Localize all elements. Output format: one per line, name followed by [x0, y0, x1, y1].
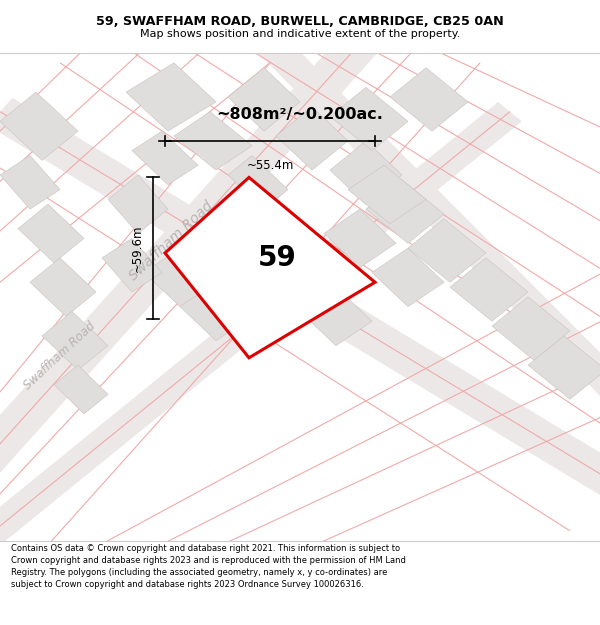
Polygon shape: [330, 141, 402, 204]
Text: ~59.6m: ~59.6m: [131, 224, 144, 272]
Polygon shape: [348, 165, 426, 224]
Polygon shape: [450, 258, 528, 321]
Polygon shape: [144, 248, 216, 307]
Text: 59: 59: [258, 244, 297, 272]
Polygon shape: [18, 204, 84, 262]
Text: 59, SWAFFHAM ROAD, BURWELL, CAMBRIDGE, CB25 0AN: 59, SWAFFHAM ROAD, BURWELL, CAMBRIDGE, C…: [96, 15, 504, 28]
Polygon shape: [372, 248, 444, 307]
Polygon shape: [126, 63, 216, 131]
Polygon shape: [257, 35, 600, 412]
Polygon shape: [528, 336, 600, 399]
Polygon shape: [0, 33, 377, 488]
Text: ~55.4m: ~55.4m: [247, 159, 293, 172]
Polygon shape: [390, 68, 468, 131]
Polygon shape: [228, 156, 288, 209]
Polygon shape: [54, 365, 108, 414]
Text: Swaffham Road: Swaffham Road: [127, 199, 215, 283]
Polygon shape: [324, 209, 396, 268]
Polygon shape: [102, 238, 162, 292]
Text: ~808m²/~0.200ac.: ~808m²/~0.200ac.: [217, 106, 383, 121]
Text: Map shows position and indicative extent of the property.: Map shows position and indicative extent…: [140, 29, 460, 39]
Polygon shape: [0, 102, 522, 560]
Polygon shape: [108, 175, 168, 234]
Polygon shape: [132, 131, 198, 185]
Polygon shape: [408, 219, 486, 282]
Polygon shape: [165, 177, 375, 358]
Text: Contains OS data © Crown copyright and database right 2021. This information is : Contains OS data © Crown copyright and d…: [11, 544, 406, 589]
Polygon shape: [366, 180, 444, 243]
Polygon shape: [174, 112, 252, 170]
Polygon shape: [180, 282, 252, 341]
Polygon shape: [264, 248, 336, 307]
Polygon shape: [0, 92, 78, 161]
Polygon shape: [300, 287, 372, 346]
Polygon shape: [276, 107, 348, 170]
Polygon shape: [0, 156, 60, 209]
Polygon shape: [30, 258, 96, 316]
Polygon shape: [228, 68, 300, 131]
Polygon shape: [492, 297, 570, 360]
Polygon shape: [42, 311, 108, 370]
Polygon shape: [0, 98, 600, 506]
Polygon shape: [210, 214, 282, 272]
Polygon shape: [330, 88, 408, 151]
Text: Swaffham Road: Swaffham Road: [22, 319, 98, 392]
